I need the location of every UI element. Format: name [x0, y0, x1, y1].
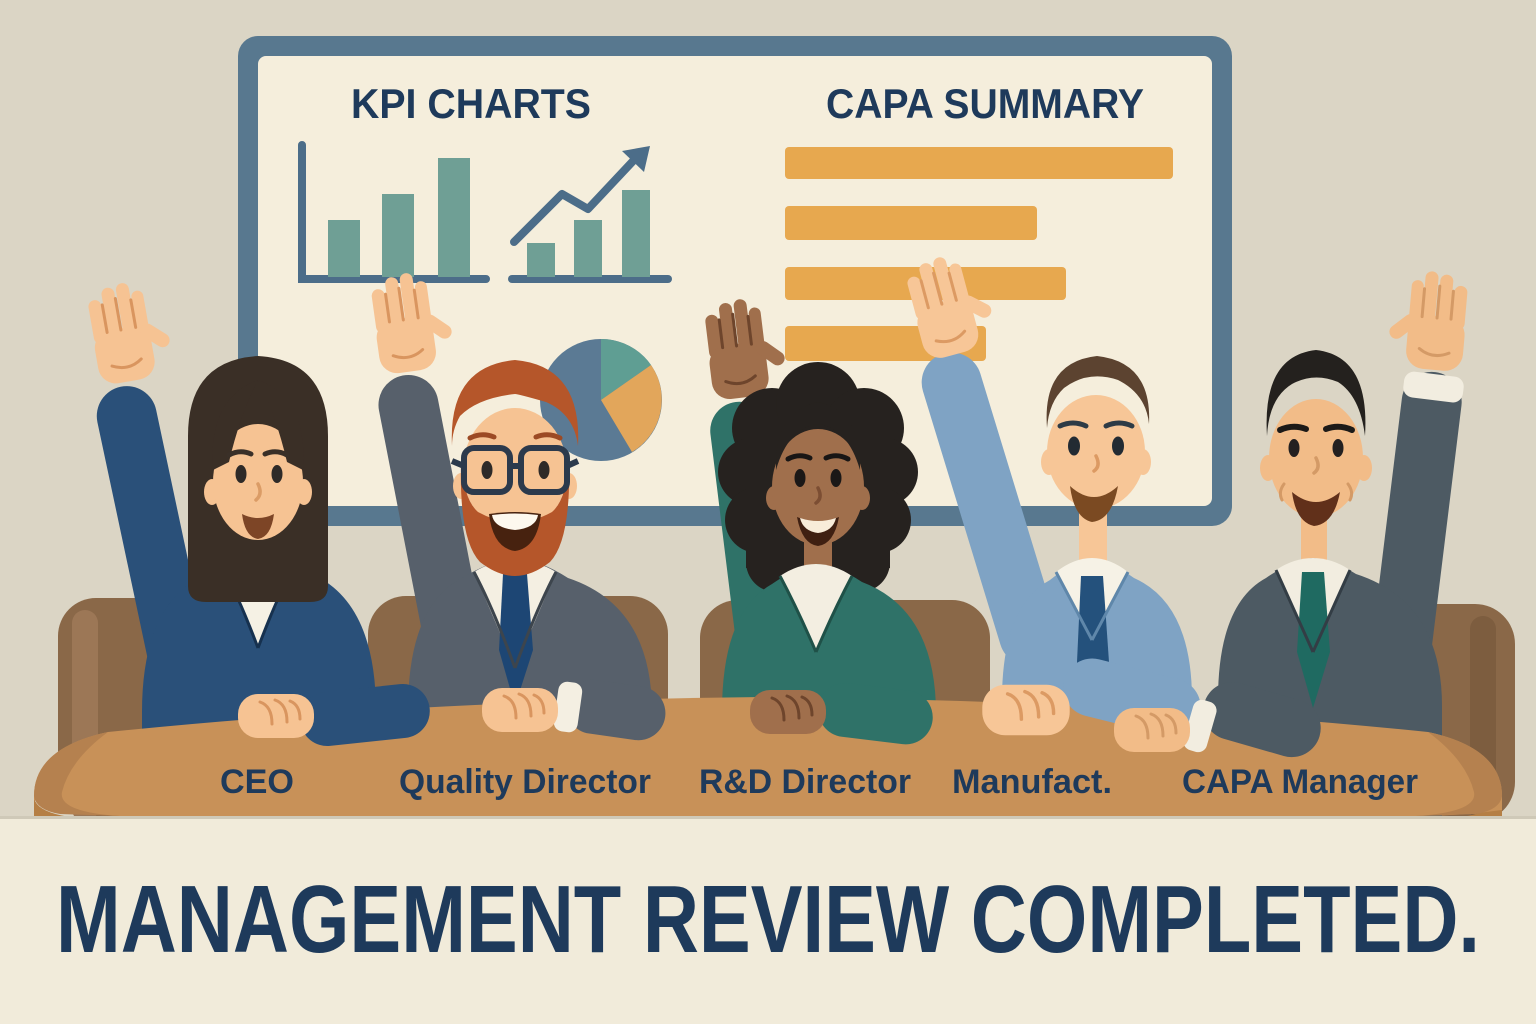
trend-arrow-line: [510, 156, 638, 246]
capa-manager-mouth: [1292, 492, 1340, 526]
table-label-rd-director: R&D Director: [699, 763, 911, 801]
banner-headline: MANAGEMENT REVIEW COMPLETED.: [56, 866, 1480, 973]
quality-director-face: [463, 408, 567, 532]
manufacturing-hair: [1046, 356, 1150, 428]
capa-manager-head: [1260, 350, 1372, 526]
pie-chart: [540, 338, 662, 461]
ceo-eyes: [235, 465, 283, 483]
rd-director-head: [766, 402, 870, 546]
quality-director-tie: [499, 574, 533, 706]
role-labels: CEO Quality Director R&D Director Manufa…: [220, 763, 1418, 801]
table-label-capa-manager: CAPA Manager: [1182, 763, 1418, 801]
kpi-bar-chart: [298, 141, 490, 283]
table-label-manufacturing: Manufact.: [952, 763, 1112, 801]
quality-director-hair: [451, 360, 579, 446]
kpi-section-title: KPI CHARTS: [351, 80, 591, 127]
quality-director-beard: [460, 462, 570, 576]
kpi-trend-chart: [508, 146, 672, 283]
bottom-banner: MANAGEMENT REVIEW COMPLETED.: [0, 816, 1536, 1024]
capa-manager-tie: [1297, 572, 1330, 708]
manufacturing-face: [1047, 395, 1145, 509]
table-label-ceo: CEO: [220, 763, 294, 801]
capa-section-title: CAPA SUMMARY: [826, 80, 1144, 127]
quality-director-head: [450, 360, 580, 576]
manufacturing-mouth: [1070, 486, 1118, 522]
ceo-mouth: [242, 514, 274, 539]
resting-hands: [238, 658, 1321, 758]
quality-director-glasses: [450, 445, 580, 495]
ceo-head: [188, 356, 328, 602]
table-label-quality-director: Quality Director: [399, 763, 651, 801]
capa-manager-hair: [1266, 350, 1366, 436]
manufacturing-head: [1041, 356, 1151, 522]
manufacturing-raised-arm: [901, 246, 1060, 666]
trend-arrow-head: [622, 146, 650, 172]
